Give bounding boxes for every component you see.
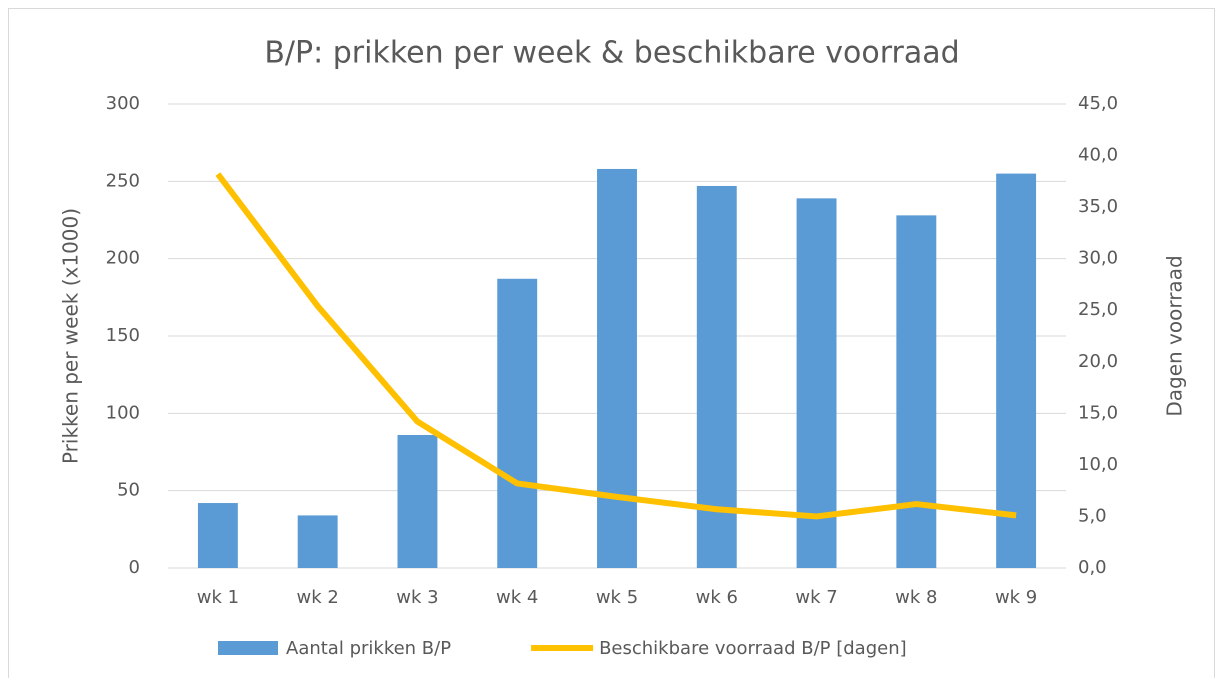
bar xyxy=(996,173,1037,568)
y-axis-label: Prikken per week (x1000) xyxy=(59,208,83,464)
y2-tick-label: 5,0 xyxy=(1078,505,1107,526)
x-tick-label: wk 9 xyxy=(995,587,1037,608)
x-tick-label: wk 7 xyxy=(795,587,837,608)
bar xyxy=(397,434,438,568)
y2-tick-label: 0,0 xyxy=(1078,557,1107,578)
bar xyxy=(597,168,637,568)
y2-tick-label: 45,0 xyxy=(1078,93,1118,114)
y2-tick-label: 25,0 xyxy=(1078,299,1118,320)
x-tick-label: wk 1 xyxy=(197,587,239,608)
y-tick-label: 50 xyxy=(117,480,140,501)
y2-tick-label: 15,0 xyxy=(1078,402,1118,423)
bar xyxy=(497,278,538,568)
y-tick-label: 300 xyxy=(106,93,140,114)
line xyxy=(215,172,1017,520)
x-tick-label: wk 4 xyxy=(496,587,538,608)
y2-tick-label: 40,0 xyxy=(1078,145,1118,166)
y-tick-label: 150 xyxy=(106,325,140,346)
x-tick-label: wk 8 xyxy=(895,587,937,608)
y2-tick-label: 35,0 xyxy=(1078,196,1118,217)
x-tick-label: wk 6 xyxy=(696,587,738,608)
bar xyxy=(796,198,837,568)
x-tick-label: wk 3 xyxy=(396,587,438,608)
y-tick-label: 100 xyxy=(106,402,140,423)
y2-tick-label: 10,0 xyxy=(1078,454,1118,475)
x-tick-label: wk 2 xyxy=(297,587,339,608)
y-tick-label: 250 xyxy=(106,170,140,191)
y-tick-label: 0 xyxy=(129,557,140,578)
chart-title: B/P: prikken per week & beschikbare voor… xyxy=(264,36,959,71)
bar xyxy=(297,515,338,568)
legend-label: Aantal prikken B/P xyxy=(286,638,451,659)
y2-tick-label: 20,0 xyxy=(1078,351,1118,372)
bar xyxy=(696,185,737,568)
x-tick-label: wk 5 xyxy=(596,587,638,608)
legend-swatch xyxy=(218,641,278,655)
bar xyxy=(197,503,238,568)
y2-tick-label: 30,0 xyxy=(1078,248,1118,269)
bar xyxy=(896,215,937,569)
legend-label: Beschikbare voorraad B/P [dagen] xyxy=(599,638,907,659)
y-tick-label: 200 xyxy=(106,248,140,269)
y2-axis-label: Dagen voorraad xyxy=(1163,255,1187,416)
